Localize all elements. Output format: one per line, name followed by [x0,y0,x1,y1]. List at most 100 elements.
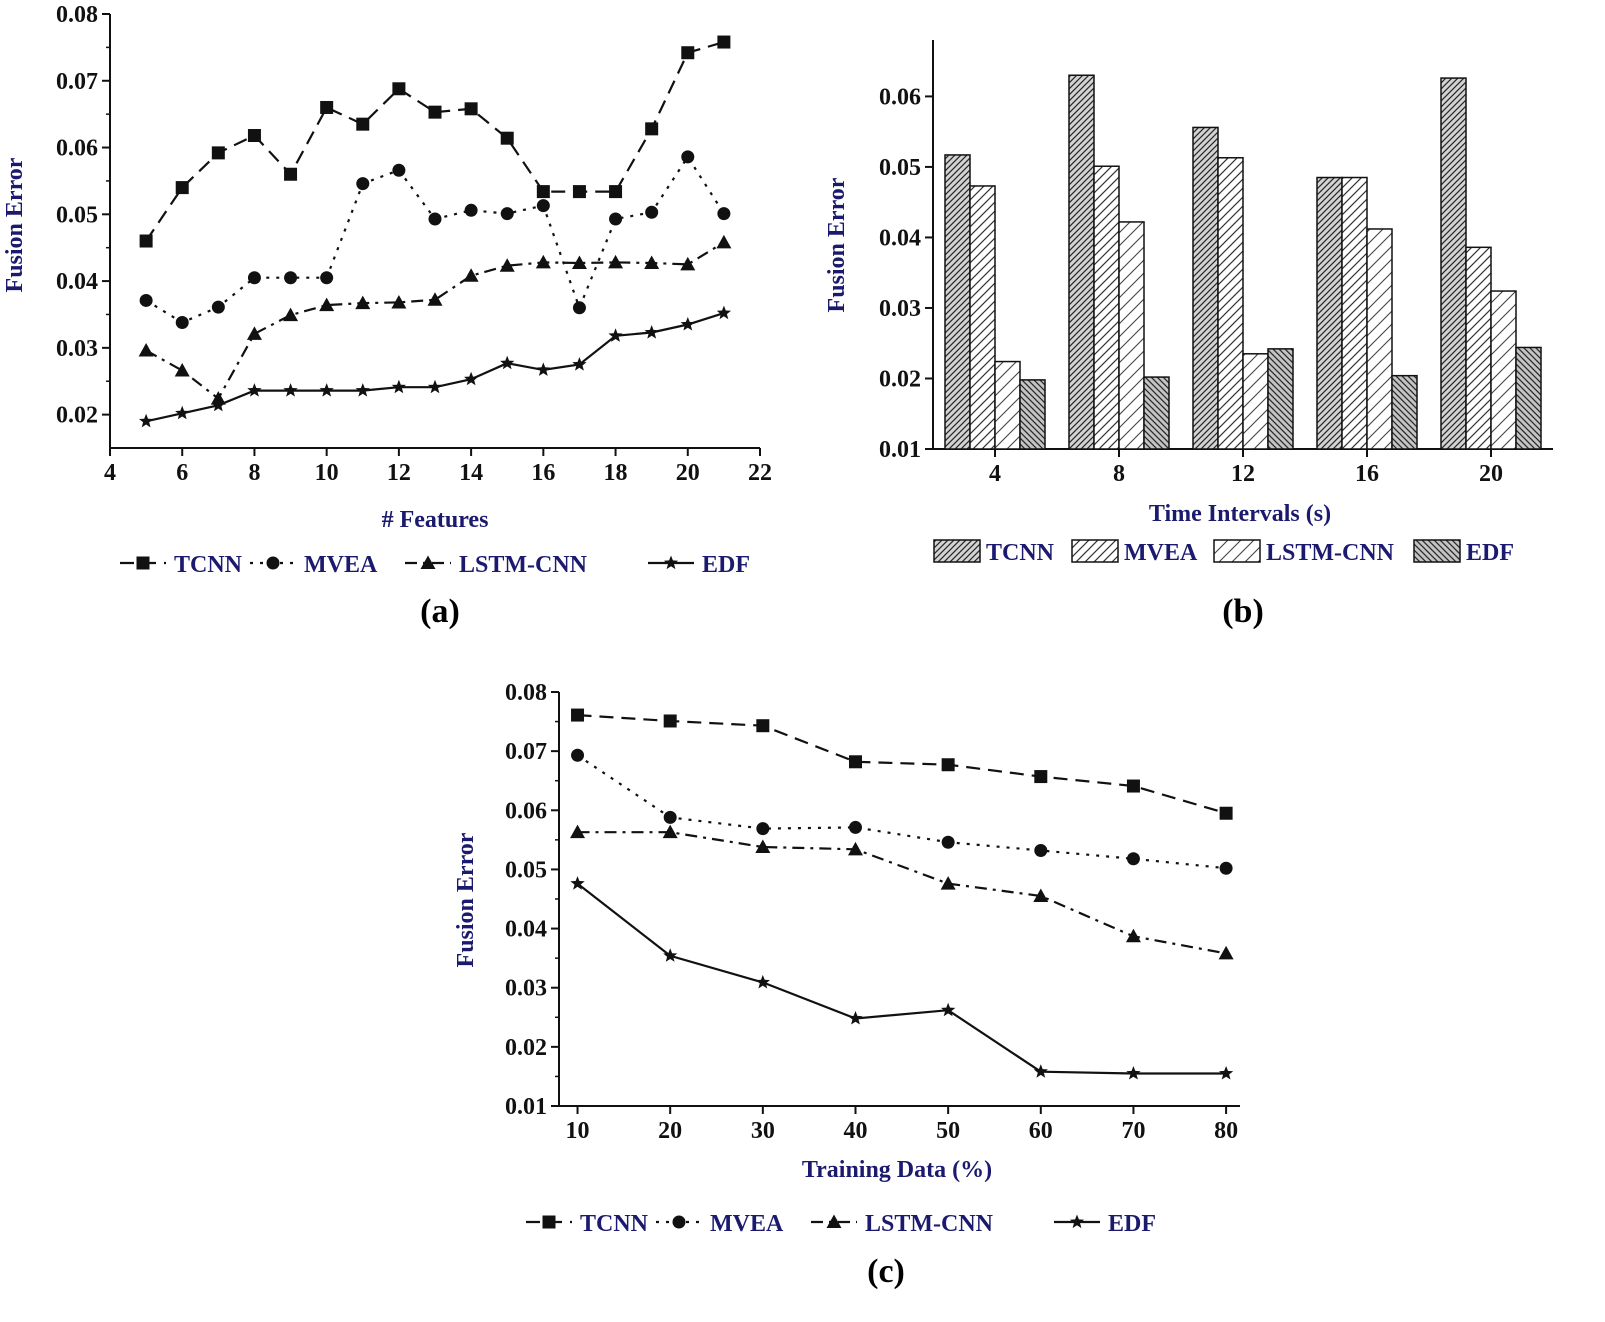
data-point-edf [247,383,262,397]
data-point-mvea [717,207,731,221]
data-point-mvea [284,271,298,285]
y-tick-label: 0.08 [56,2,98,28]
data-point-lstm-cnn [319,297,335,312]
series-lstm-cnn [570,824,1234,960]
bar-tcnn [1068,74,1095,450]
y-tick-label: 0.03 [879,296,921,322]
data-point-lstm-cnn [680,256,696,271]
legend-item-edf: EDF [648,552,750,578]
data-point-edf [211,397,226,412]
legend-marker [1069,1214,1085,1229]
series-line-edf [576,882,1227,1075]
data-point-edf [464,371,479,386]
data-point-tcnn [572,185,586,199]
legend-item-edf: EDF [1054,1211,1156,1237]
legend-marker [136,556,150,570]
panel-a-ylabel: Fusion Error [2,157,28,292]
panel-c-axes: 0.01 0.02 0.03 0.04 0.05 0.06 0.07 0.08 10 20 30 40… [505,680,1240,1144]
x-tick-label: 4 [989,461,1001,487]
data-point-tcnn [571,708,585,722]
bar-tcnn [1316,176,1343,450]
y-tick-label: 0.02 [879,366,921,392]
data-point-mvea [663,810,677,824]
bar-lstm-cnn [1490,290,1517,450]
x-tick-label: 10 [315,460,339,486]
data-point-lstm-cnn [246,326,262,340]
panel-c-ylabel: Fusion Error [453,832,479,967]
legend-label: EDF [702,552,750,578]
bar-mvea [1341,176,1368,450]
data-point-lstm-cnn [1033,888,1049,903]
legend-marker [663,555,679,570]
legend-marker [672,1215,686,1229]
panel-a-xlabel: # Features [382,507,489,533]
legend-marker [420,555,436,569]
bar-mvea [1217,157,1244,450]
legend-label: TCNN [174,552,243,578]
bar-edf [1391,374,1418,450]
data-point-mvea [941,835,955,849]
series-line-tcnn [577,714,1227,815]
bar-tcnn [1192,126,1219,450]
series-line-edf [145,312,725,423]
data-point-tcnn [320,100,334,114]
data-point-lstm-cnn [608,254,624,269]
y-tick-label: 0.05 [505,857,547,883]
data-point-lstm-cnn [283,307,299,322]
x-tick-label: 12 [1231,461,1255,487]
panel-c-line-chart: 0.01 0.02 0.03 0.04 0.05 0.06 0.07 0.08 10 20 30 40… [453,680,1240,1290]
data-point-mvea [320,271,334,285]
data-point-tcnn [848,755,862,769]
legend-label: TCNN [580,1211,649,1237]
data-point-lstm-cnn [391,294,407,309]
legend-item-lstm-cnn: LSTM-CNN [405,552,588,578]
y-tick-label: 0.02 [56,403,98,429]
series-line-lstm-cnn [145,241,725,401]
data-point-edf [941,1002,956,1017]
data-point-lstm-cnn [644,255,660,270]
data-point-mvea [428,212,442,226]
panel-c-xlabel: Training Data (%) [802,1157,992,1183]
series-tcnn [571,708,1233,820]
x-tick-label: 16 [1355,461,1379,487]
bar-edf [1143,376,1170,450]
data-point-lstm-cnn [138,343,154,357]
data-point-lstm-cnn [355,295,371,310]
data-point-edf [644,325,659,339]
bar-edf [1267,348,1294,450]
data-point-lstm-cnn [662,824,678,839]
data-point-tcnn [247,129,261,143]
data-point-mvea [536,199,550,213]
bar-edf [1019,379,1046,450]
data-point-lstm-cnn [571,255,587,270]
y-tick-label: 0.06 [879,84,921,110]
data-point-lstm-cnn [755,839,771,853]
data-point-edf [572,357,587,371]
legend-marker [826,1214,842,1228]
y-tick-label: 0.03 [505,976,547,1002]
series-tcnn [139,35,731,248]
data-point-edf [355,383,370,397]
data-point-mvea [571,748,585,762]
data-point-mvea [572,301,586,315]
legend-item-tcnn: TCNN [933,539,1055,566]
x-tick-label: 40 [843,1118,867,1144]
data-point-edf [175,405,190,420]
x-tick-label: 80 [1214,1118,1238,1144]
data-point-lstm-cnn [1218,945,1234,960]
bar-mvea [969,185,996,450]
data-point-tcnn [500,131,514,145]
panel-b-xlabel: Time Intervals (s) [1149,501,1331,527]
bar-lstm-cnn [1118,221,1145,450]
legend-swatch [933,539,981,563]
x-tick-label: 22 [748,460,772,486]
x-tick-label: 20 [658,1118,682,1144]
data-point-tcnn [464,102,478,116]
panel-b-caption: (b) [1222,593,1264,630]
data-point-edf [608,328,623,342]
data-point-tcnn [139,234,153,248]
y-tick-label: 0.05 [56,202,98,228]
data-point-tcnn [1126,779,1140,793]
data-point-edf [663,948,678,962]
